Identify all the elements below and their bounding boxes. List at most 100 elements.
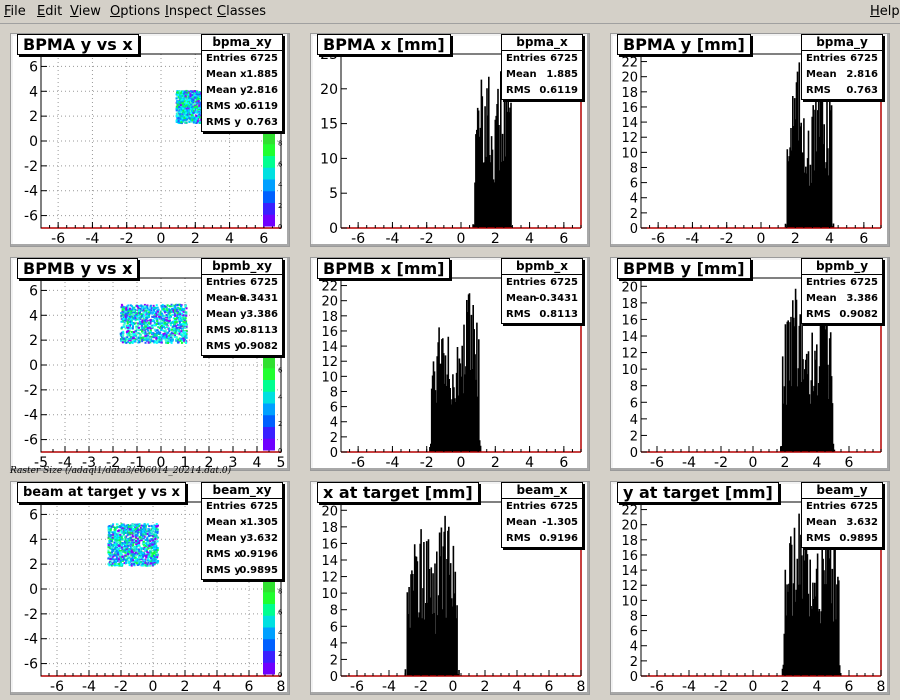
pad-bpmb_x[interactable]: -6 -4 -2 0 2 4 6 0 2 4 6 8 10 12 14 16 18 20 22 BPMB x [mm]…	[310, 257, 590, 471]
data-point	[127, 321, 130, 324]
data-point	[139, 337, 142, 340]
data-point	[164, 338, 167, 341]
menu-file[interactable]: File	[4, 4, 26, 19]
data-point	[183, 97, 186, 100]
pad-bpma_x[interactable]: -6 -4 -2 0 2 4 6 0 5 10 15 20 25 BPMA x [mm] bpma_x Ent…	[310, 33, 590, 247]
data-point	[133, 564, 136, 567]
data-point	[135, 318, 138, 321]
data-point	[141, 543, 144, 546]
data-point	[131, 539, 134, 542]
data-point	[178, 332, 181, 335]
data-point	[151, 560, 154, 563]
menu-classes[interactable]: Classes	[217, 4, 266, 19]
data-point	[128, 337, 131, 340]
stats-value: 0.9895	[239, 565, 278, 576]
data-point	[132, 561, 135, 564]
data-point	[119, 542, 122, 545]
pad-beam_xy[interactable]: -6 -4 -2 0 2 4 6 8 -6 -4 -2 0 2 4 6 0 2 4 6 8 beam at target…	[10, 481, 290, 695]
stats-box: bpmb_xy Entries 6725 Mean x -0.3431 Mean y 3.3…	[201, 258, 283, 356]
data-point	[180, 327, 183, 330]
y-tick-label: 4	[630, 640, 638, 655]
y-tick-label: 18	[321, 521, 338, 536]
data-point	[177, 341, 180, 344]
stats-label: Entries	[506, 501, 546, 512]
pad-beam_x[interactable]: -6 -4 -2 0 2 4 6 8 0 2 4 6 8 10 12 14 16 18 20 x at target …	[310, 481, 590, 695]
data-point	[158, 340, 161, 343]
data-point	[157, 536, 160, 539]
data-point	[173, 325, 176, 328]
data-point	[147, 529, 150, 532]
data-point	[178, 91, 181, 94]
data-point	[170, 321, 173, 324]
data-point	[162, 325, 165, 328]
data-point	[135, 550, 138, 553]
data-point	[132, 544, 135, 547]
data-point	[161, 305, 164, 308]
data-point	[114, 545, 117, 548]
data-point	[189, 110, 192, 113]
menu-inspect[interactable]: Inspect	[165, 4, 213, 19]
pad-bpma_xy[interactable]: -6 -4 -2 0 2 4 6 -6 -4 -2 0 2 4 6 0 2 4 6 8 BPMA y vs x bpma…	[10, 33, 290, 247]
menu-view[interactable]: View	[70, 4, 101, 19]
data-point	[164, 335, 167, 338]
data-point	[131, 553, 134, 556]
data-point	[115, 550, 118, 553]
data-point	[193, 108, 196, 111]
data-point	[135, 331, 138, 334]
y-tick-label: 0	[630, 670, 638, 685]
y-tick-label: 0	[330, 446, 338, 461]
data-marks	[781, 513, 842, 676]
data-point	[153, 526, 156, 529]
data-point	[134, 340, 137, 343]
data-point	[171, 328, 174, 331]
data-point	[144, 524, 147, 527]
data-point	[134, 310, 137, 313]
data-point	[176, 332, 179, 335]
y-tick-label: 0	[29, 134, 38, 150]
data-point	[184, 95, 187, 98]
menu-edit[interactable]: Edit	[37, 4, 63, 19]
data-point	[129, 304, 132, 307]
data-point	[176, 314, 179, 317]
data-point	[151, 557, 154, 560]
y-tick-label: 4	[29, 532, 38, 548]
data-point	[192, 103, 195, 106]
data-point	[120, 335, 123, 338]
data-point	[196, 102, 199, 105]
data-point	[112, 544, 115, 547]
data-point	[185, 307, 188, 310]
data-point	[147, 341, 150, 344]
data-point	[122, 306, 125, 309]
y-tick-label: 20	[321, 504, 338, 519]
plot-title: BPMB y vs x	[17, 258, 139, 279]
menu-options[interactable]: Options	[110, 4, 161, 19]
stats-row: RMS 0.9082	[802, 307, 882, 323]
data-point	[125, 310, 128, 313]
stats-row: Mean -0.3431	[502, 291, 582, 307]
data-point	[136, 525, 139, 528]
data-point	[144, 564, 147, 567]
data-point	[154, 526, 157, 529]
pad-bpmb_y[interactable]: -6 -4 -2 0 2 4 6 0 2 4 6 8 10 12 14 16 18 20 BPMB y [mm] bp…	[610, 257, 890, 471]
data-point	[142, 533, 145, 536]
data-point	[118, 558, 121, 561]
data-point	[135, 562, 138, 565]
data-point	[136, 524, 139, 527]
data-point	[170, 341, 173, 344]
data-point	[151, 529, 154, 532]
data-point	[173, 335, 176, 338]
x-tick-label: 0	[749, 679, 758, 695]
data-point	[123, 545, 126, 548]
data-point	[127, 525, 130, 528]
data-point	[131, 323, 134, 326]
menu-help[interactable]: Help	[870, 4, 900, 19]
pad-beam_y[interactable]: -6 -4 -2 0 2 4 6 8 0 2 4 6 8 10 12 14 16 18 20 22 y at targe…	[610, 481, 890, 695]
stats-row: Mean x -1.305	[202, 515, 282, 531]
data-point	[196, 93, 199, 96]
pad-bpmb_xy[interactable]: -5 -4 -3 -2 -1 0 1 2 3 4 5 -6 -4 -2 0 2 4 6 0 2 4 6 BPMB y vs …	[10, 257, 290, 471]
data-point	[117, 526, 120, 529]
data-point	[187, 93, 190, 96]
data-point	[129, 536, 132, 539]
pad-bpma_y[interactable]: -6 -4 -2 0 2 4 6 0 2 4 6 8 10 12 14 16 18 20 22 BPMA y [mm]…	[610, 33, 890, 247]
root-canvas[interactable]: -6 -4 -2 0 2 4 6 -6 -4 -2 0 2 4 6 0 2 4 6 8 BPMA y vs x bpma…	[0, 25, 900, 700]
